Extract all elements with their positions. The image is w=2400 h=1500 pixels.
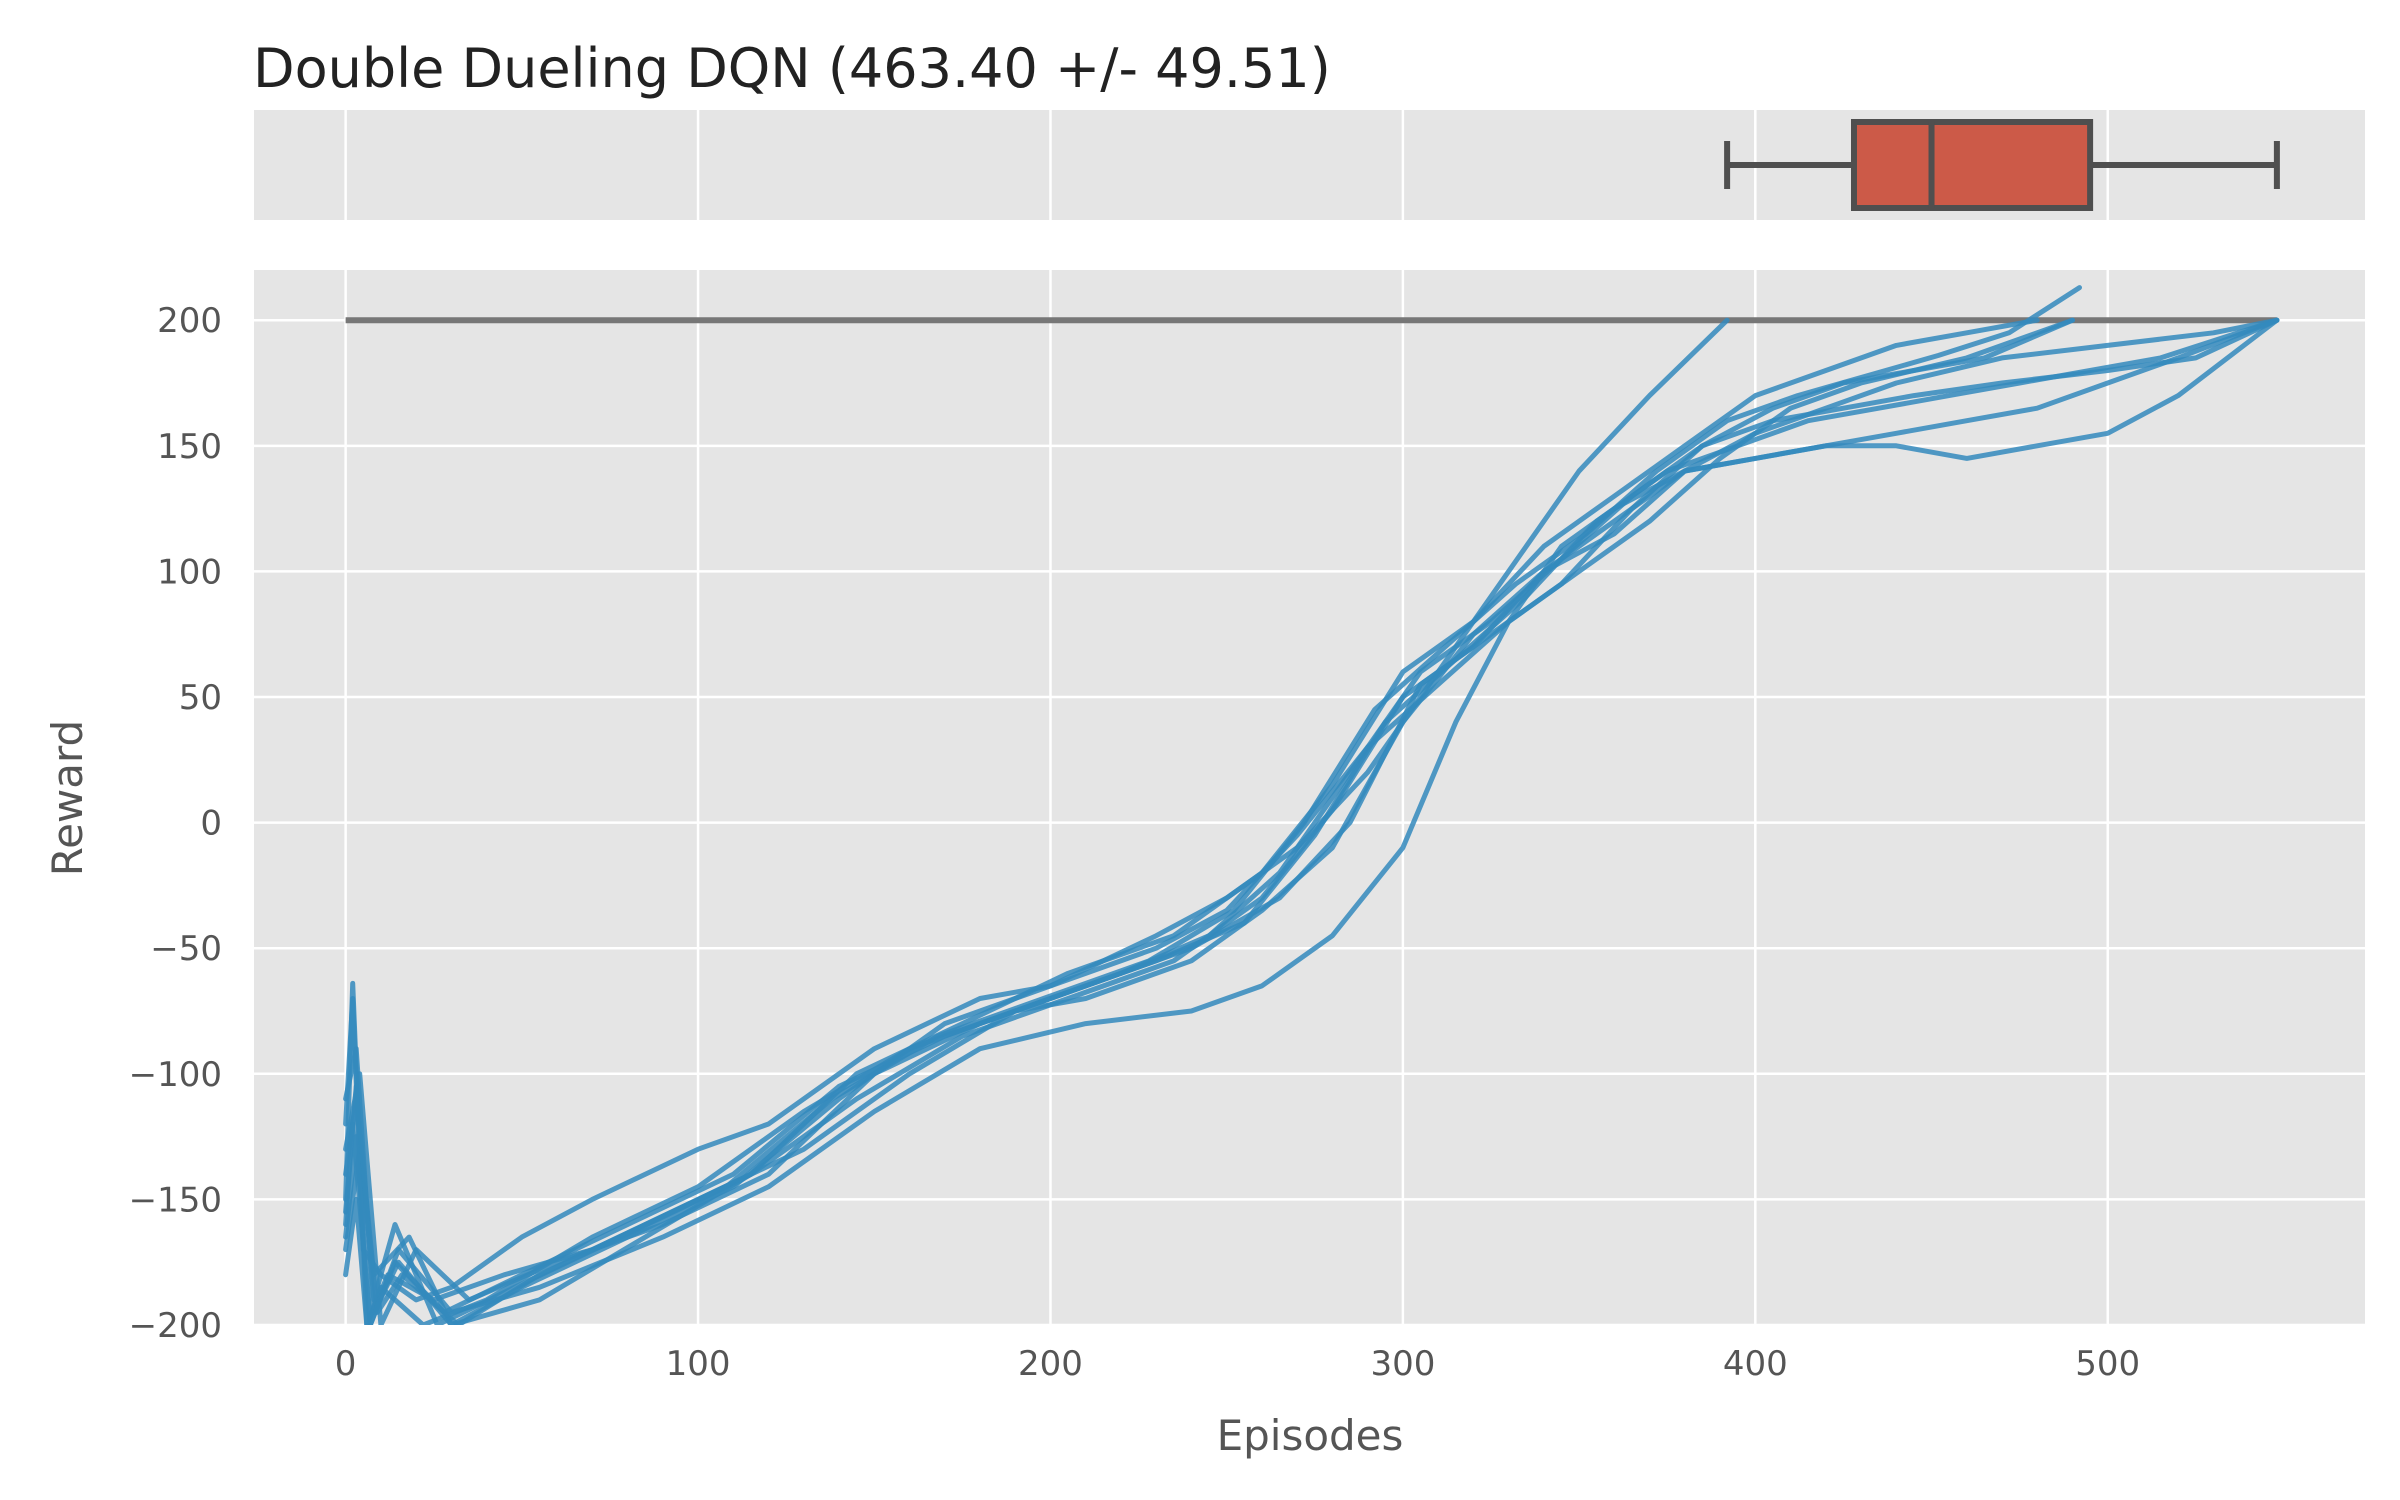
boxplot-panel	[254, 110, 2365, 220]
y-tick-label: −150	[129, 1180, 222, 1220]
y-tick-label: 50	[179, 678, 222, 718]
x-tick-label: 200	[1018, 1344, 1083, 1384]
chart-title: Double Dueling DQN (463.40 +/- 49.51)	[253, 37, 1331, 100]
x-tick-label: 300	[1370, 1344, 1435, 1384]
boxplot	[1724, 119, 2280, 211]
x-tick-label: 100	[666, 1344, 731, 1384]
line-panel: 0 100 200 300 400 500 −200 −150 −100 −50 0 50 100 15…	[129, 270, 2365, 1384]
y-tick-label: 0	[200, 804, 222, 844]
y-tick-label: 100	[157, 552, 222, 592]
y-tick-label: 200	[157, 301, 222, 341]
x-tick-labels: 0 100 200 300 400 500	[335, 1344, 2140, 1384]
x-axis-label: Episodes	[1217, 1411, 1404, 1460]
series-line-9	[343, 285, 2082, 1325]
x-tick-label: 400	[1723, 1344, 1788, 1384]
line-plot-background	[254, 270, 2365, 1325]
y-axis-label: Reward	[43, 720, 92, 876]
y-tick-labels: −200 −150 −100 −50 0 50 100 150 200	[129, 301, 222, 1346]
y-tick-label: −100	[129, 1055, 222, 1095]
y-tick-label: −50	[150, 929, 222, 969]
box-iqr	[1850, 119, 2094, 211]
x-tick-label: 0	[335, 1344, 357, 1384]
series-layer	[343, 285, 2280, 1325]
y-tick-label: 150	[157, 427, 222, 467]
series-line-8	[343, 317, 2280, 1325]
series-line-10	[343, 317, 2280, 1325]
x-tick-label: 500	[2075, 1344, 2140, 1384]
y-tick-label: −200	[129, 1306, 222, 1346]
